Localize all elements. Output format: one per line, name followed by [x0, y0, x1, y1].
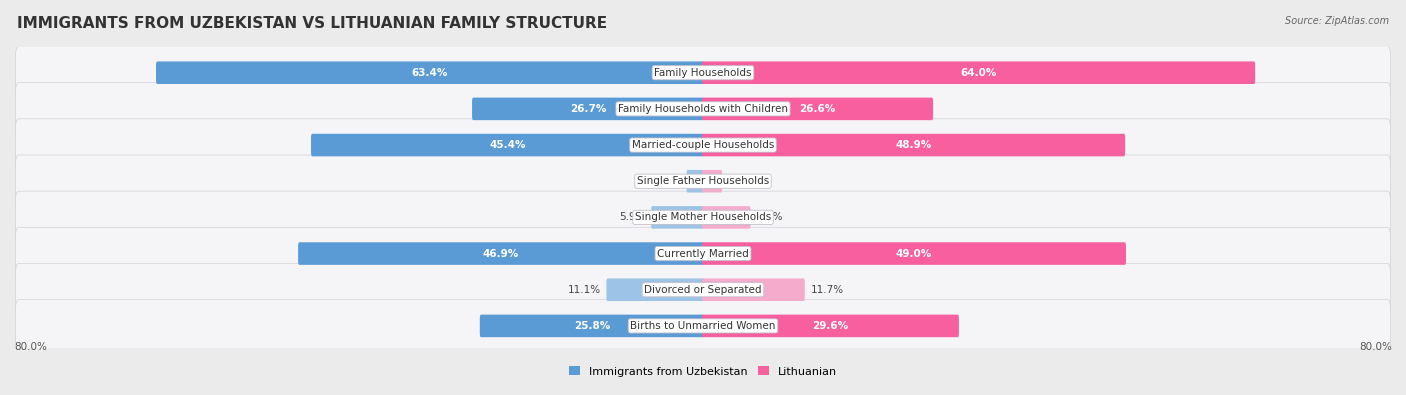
Text: 5.9%: 5.9% [619, 213, 645, 222]
FancyBboxPatch shape [702, 314, 959, 337]
FancyBboxPatch shape [156, 62, 704, 84]
FancyBboxPatch shape [15, 155, 1391, 207]
Text: IMMIGRANTS FROM UZBEKISTAN VS LITHUANIAN FAMILY STRUCTURE: IMMIGRANTS FROM UZBEKISTAN VS LITHUANIAN… [17, 16, 607, 31]
FancyBboxPatch shape [702, 242, 1126, 265]
FancyBboxPatch shape [15, 119, 1391, 171]
FancyBboxPatch shape [15, 300, 1391, 352]
Text: 5.4%: 5.4% [756, 213, 783, 222]
FancyBboxPatch shape [15, 47, 1391, 99]
Text: 64.0%: 64.0% [960, 68, 997, 78]
Text: Source: ZipAtlas.com: Source: ZipAtlas.com [1285, 16, 1389, 26]
Text: 80.0%: 80.0% [1360, 342, 1392, 352]
FancyBboxPatch shape [606, 278, 704, 301]
Text: 26.6%: 26.6% [800, 104, 835, 114]
Text: Family Households: Family Households [654, 68, 752, 78]
Text: 46.9%: 46.9% [482, 248, 519, 259]
Text: 26.7%: 26.7% [569, 104, 606, 114]
Text: 1.8%: 1.8% [654, 176, 681, 186]
Text: Currently Married: Currently Married [657, 248, 749, 259]
Text: Divorced or Separated: Divorced or Separated [644, 285, 762, 295]
Text: Single Father Households: Single Father Households [637, 176, 769, 186]
Legend: Immigrants from Uzbekistan, Lithuanian: Immigrants from Uzbekistan, Lithuanian [564, 362, 842, 381]
FancyBboxPatch shape [686, 170, 704, 192]
FancyBboxPatch shape [15, 228, 1391, 280]
FancyBboxPatch shape [472, 98, 704, 120]
Text: 48.9%: 48.9% [896, 140, 932, 150]
Text: 11.7%: 11.7% [811, 285, 844, 295]
FancyBboxPatch shape [298, 242, 704, 265]
Text: 45.4%: 45.4% [489, 140, 526, 150]
FancyBboxPatch shape [702, 134, 1125, 156]
FancyBboxPatch shape [651, 206, 704, 229]
FancyBboxPatch shape [702, 98, 934, 120]
FancyBboxPatch shape [702, 278, 804, 301]
Text: 25.8%: 25.8% [574, 321, 610, 331]
FancyBboxPatch shape [15, 263, 1391, 316]
Text: 63.4%: 63.4% [412, 68, 449, 78]
Text: 49.0%: 49.0% [896, 248, 932, 259]
FancyBboxPatch shape [15, 191, 1391, 244]
FancyBboxPatch shape [702, 206, 751, 229]
Text: 80.0%: 80.0% [14, 342, 46, 352]
Text: 11.1%: 11.1% [568, 285, 600, 295]
Text: Married-couple Households: Married-couple Households [631, 140, 775, 150]
Text: Births to Unmarried Women: Births to Unmarried Women [630, 321, 776, 331]
FancyBboxPatch shape [702, 170, 723, 192]
Text: Family Households with Children: Family Households with Children [619, 104, 787, 114]
FancyBboxPatch shape [15, 83, 1391, 135]
Text: 2.1%: 2.1% [728, 176, 755, 186]
FancyBboxPatch shape [479, 314, 704, 337]
Text: 29.6%: 29.6% [813, 321, 848, 331]
FancyBboxPatch shape [311, 134, 704, 156]
Text: Single Mother Households: Single Mother Households [636, 213, 770, 222]
FancyBboxPatch shape [702, 62, 1256, 84]
